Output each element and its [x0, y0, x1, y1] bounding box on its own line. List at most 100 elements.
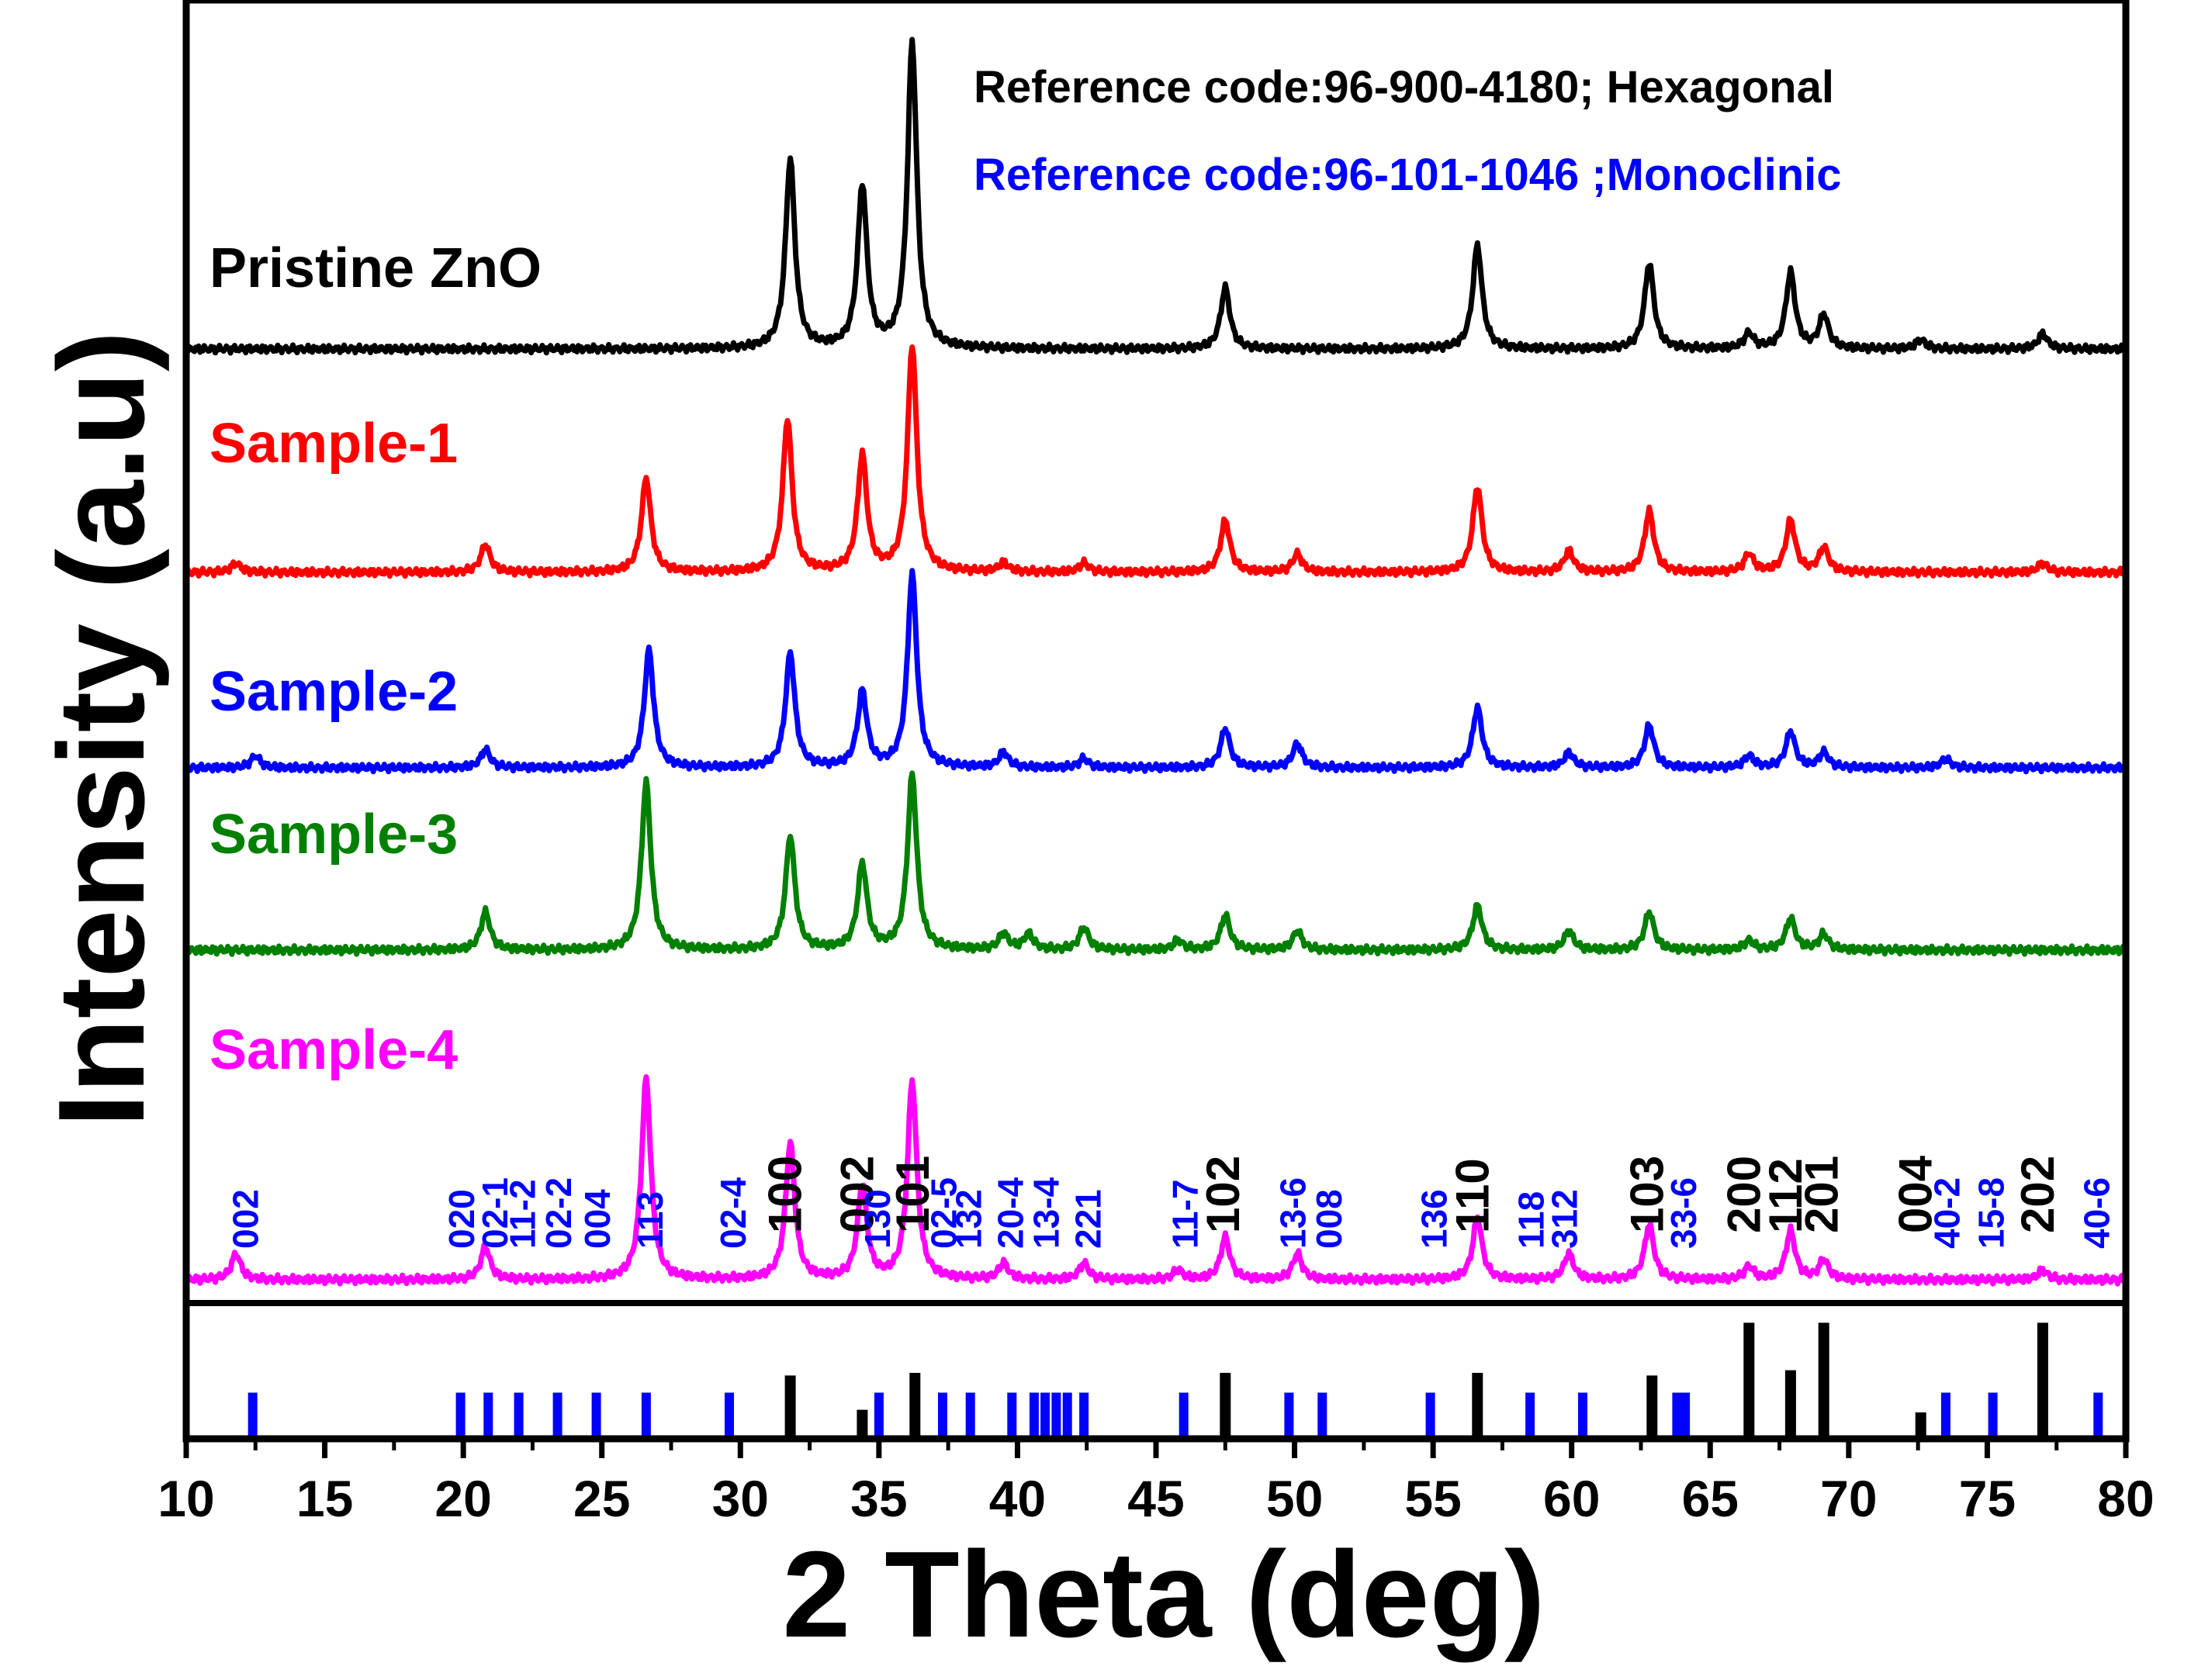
reference-label-monoclinic: Reference code:96-101-1046 ;Monoclinic: [974, 150, 1842, 200]
hkl-label: 118: [1511, 1191, 1552, 1249]
reference-bar-monoclinic: [965, 1392, 975, 1439]
hkl-label: 312: [1545, 1189, 1585, 1249]
reference-bar-monoclinic: [483, 1392, 493, 1439]
reference-bar-monoclinic: [247, 1392, 258, 1439]
series-label-3: Sample-2: [209, 661, 458, 723]
x-tick-label: 40: [989, 1470, 1046, 1527]
reference-bar-hexagonal: [1743, 1322, 1755, 1439]
hkl-label: 101: [887, 1156, 939, 1233]
x-tick-label: 70: [1820, 1470, 1877, 1527]
hkl-label: 221: [1068, 1189, 1108, 1249]
x-tick-label: 30: [712, 1470, 769, 1527]
reference-bar-monoclinic: [1079, 1392, 1089, 1439]
hkl-label: 11-2: [503, 1179, 543, 1249]
reference-bar-hexagonal: [1472, 1373, 1483, 1439]
x-tick-label: 25: [573, 1470, 630, 1527]
reference-bar-monoclinic: [2093, 1392, 2103, 1439]
x-tick-label: 45: [1127, 1470, 1184, 1527]
series-trace-4: [184, 770, 2127, 957]
x-tick-label: 10: [157, 1470, 214, 1527]
series-trace-3: [183, 568, 2127, 775]
reference-bar-monoclinic: [1680, 1392, 1691, 1439]
reference-bar-monoclinic: [641, 1392, 651, 1439]
x-axis-label: 2 Theta (deg): [782, 1526, 1545, 1663]
hkl-label: 103: [1621, 1156, 1673, 1233]
y-axis-label: Intensity (a.u): [33, 330, 170, 1127]
x-tick-label: 35: [850, 1470, 907, 1527]
reference-bar-hexagonal: [784, 1375, 796, 1439]
hkl-label: 20-4: [990, 1177, 1030, 1249]
hkl-label: 02-5: [924, 1177, 964, 1249]
reference-bar-monoclinic: [1672, 1392, 1682, 1439]
series-label-1: Pristine ZnO: [209, 237, 542, 299]
reference-label-hexagonal: Reference code:96-900-4180; Hexagonal: [974, 62, 1834, 112]
reference-bar-monoclinic: [1040, 1392, 1051, 1439]
reference-bar-monoclinic: [1317, 1392, 1327, 1439]
hkl-label: 02-1: [475, 1177, 515, 1249]
x-tick-label: 60: [1543, 1470, 1600, 1527]
series-label-5: Sample-4: [209, 1019, 458, 1081]
reference-bars: [247, 1322, 2103, 1439]
reference-bar-hexagonal: [1220, 1373, 1231, 1439]
reference-bar-hexagonal: [1915, 1412, 1926, 1439]
hkl-label: 40-6: [2076, 1177, 2117, 1249]
reference-bar-monoclinic: [1029, 1392, 1039, 1439]
series-label-2: Sample-1: [209, 413, 458, 475]
hkl-label: 132: [949, 1189, 989, 1249]
reference-bar-monoclinic: [514, 1392, 524, 1439]
series-label-4: Sample-3: [209, 804, 458, 866]
hkl-label: 004: [577, 1189, 618, 1249]
x-axis-ticks: 10 15 20 25 30 35 40 45 50 55 60 65 70 75 80: [157, 1439, 2155, 1527]
hkl-label: 02-4: [713, 1177, 753, 1249]
hkl-label: 004: [1890, 1155, 1942, 1233]
hkl-label: 40-2: [1926, 1177, 1967, 1249]
reference-bar-monoclinic: [591, 1392, 601, 1439]
reference-bar-monoclinic: [1940, 1392, 1950, 1439]
reference-bar-monoclinic: [1425, 1392, 1435, 1439]
reference-bar-monoclinic: [552, 1392, 562, 1439]
hkl-label: 110: [1446, 1158, 1498, 1233]
reference-bar-monoclinic: [1578, 1392, 1587, 1439]
hkl-label: 02-2: [538, 1177, 579, 1249]
reference-bar-monoclinic: [1062, 1392, 1072, 1439]
x-tick-label: 75: [1959, 1470, 2016, 1527]
reference-bar-monoclinic: [1988, 1392, 1998, 1439]
hkl-label: 002: [226, 1189, 266, 1249]
reference-bar-monoclinic: [1179, 1392, 1189, 1439]
hkl-label: 13-4: [1026, 1177, 1067, 1249]
x-tick-label: 55: [1404, 1470, 1461, 1527]
reference-bar-monoclinic: [938, 1392, 947, 1439]
reference-bar-monoclinic: [455, 1392, 466, 1439]
reference-bar-hexagonal: [857, 1409, 868, 1439]
x-tick-label: 65: [1682, 1470, 1739, 1527]
x-tick-label: 15: [296, 1470, 353, 1527]
hkl-label: 100: [760, 1156, 812, 1233]
hkl-label: 200: [1718, 1156, 1770, 1233]
hkl-label: 13-6: [1273, 1177, 1314, 1249]
hkl-label: 002: [831, 1156, 883, 1233]
reference-bar-monoclinic: [725, 1392, 734, 1439]
reference-bar-hexagonal: [1818, 1322, 1829, 1439]
hkl-label: 113: [630, 1191, 670, 1249]
diffraction-traces: [183, 36, 2129, 1287]
reference-bar-monoclinic: [1284, 1392, 1294, 1439]
reference-bar-monoclinic: [874, 1392, 884, 1439]
hkl-label: 112: [1760, 1158, 1812, 1233]
hkl-label: 201: [1795, 1156, 1847, 1233]
reference-bar-hexagonal: [2037, 1322, 2048, 1439]
series-trace-1: [183, 36, 2129, 356]
series-trace-2: [183, 344, 2129, 579]
hkl-label: 008: [1309, 1189, 1349, 1249]
reference-bar-hexagonal: [1784, 1370, 1796, 1439]
hkl-label: 020: [441, 1189, 482, 1249]
series-trace-5: [184, 1073, 2128, 1287]
reference-bar-monoclinic: [1007, 1392, 1017, 1439]
hkl-label: 33-6: [1663, 1177, 1704, 1249]
x-tick-label: 80: [2097, 1470, 2154, 1527]
x-tick-label: 50: [1266, 1470, 1323, 1527]
reference-bar-monoclinic: [1525, 1392, 1535, 1439]
reference-bar-hexagonal: [1646, 1375, 1658, 1439]
hkl-label: 202: [2012, 1156, 2064, 1233]
